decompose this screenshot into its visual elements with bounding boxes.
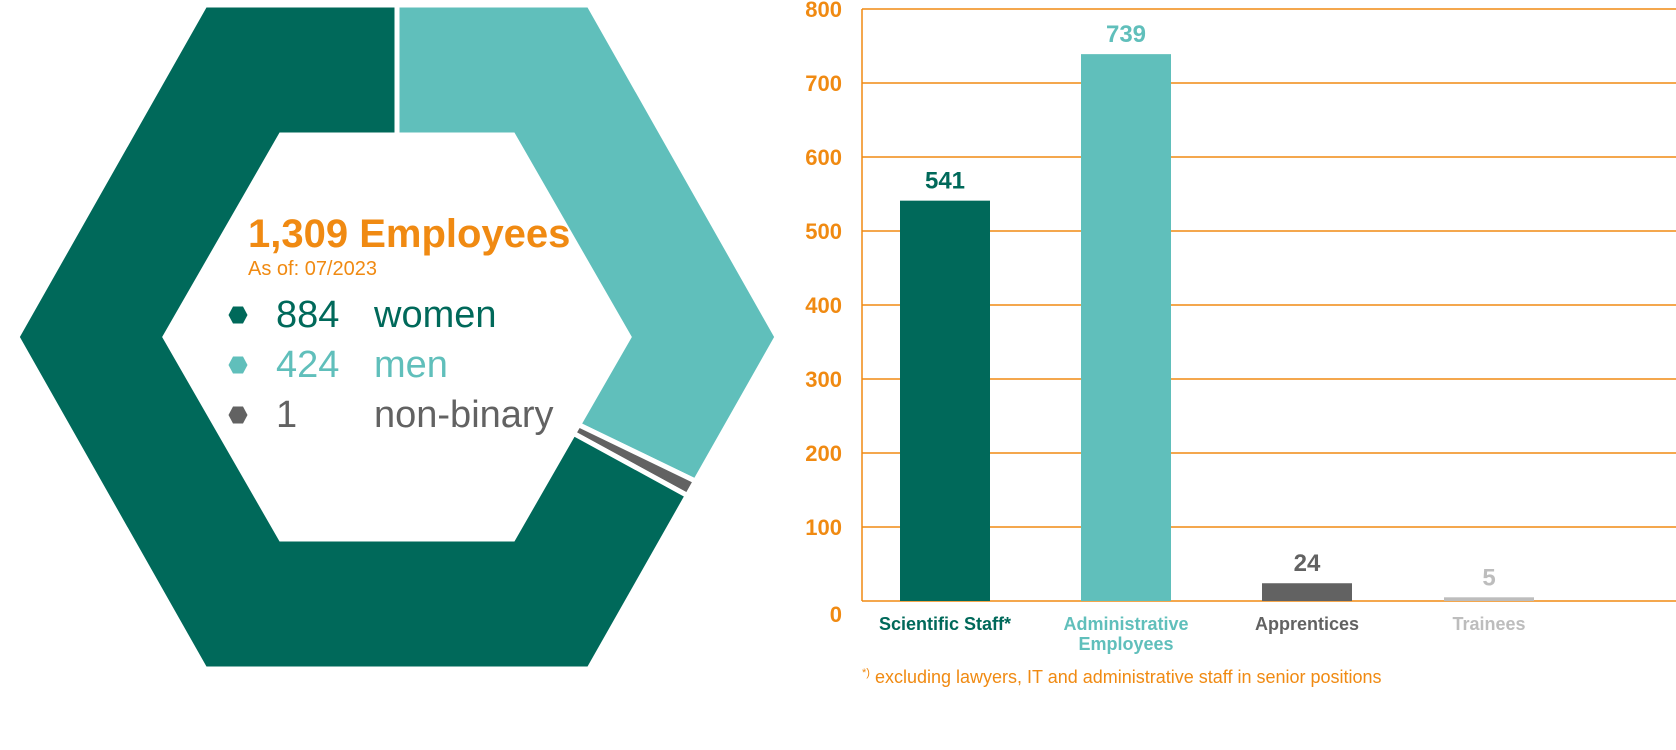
- y-tick-label: 600: [805, 145, 842, 170]
- y-tick-label: 800: [805, 0, 842, 22]
- footnote-marker: *): [862, 667, 870, 679]
- bar-value-label: 24: [1294, 550, 1321, 577]
- legend-label-men: men: [374, 344, 448, 386]
- y-tick-label: 700: [805, 71, 842, 96]
- bar-chart: 0 100 200 300 400 500 600 700 800 541 Scientific S…: [805, 0, 1676, 654]
- bar-apprentices: [1262, 583, 1352, 601]
- bar-scientific-staff: [900, 200, 990, 601]
- x-tick-label: Apprentices: [1255, 614, 1359, 634]
- bar-administrative-employees: [1081, 54, 1171, 601]
- y-tick-label: 300: [805, 367, 842, 392]
- hexagon-marker-icon: [228, 306, 248, 324]
- x-tick-label: Administrative Employees: [1063, 614, 1188, 654]
- y-tick-label: 0: [830, 602, 842, 627]
- donut-title: 1,309 Employees: [248, 212, 571, 256]
- y-tick-label: 200: [805, 441, 842, 466]
- x-tick-label: Trainees: [1452, 614, 1525, 634]
- legend-value-non-binary: 1: [276, 394, 298, 436]
- hexagon-marker-icon: [228, 356, 248, 374]
- y-tick-label: 100: [805, 515, 842, 540]
- donut-subtitle: As of: 07/2023: [248, 258, 377, 280]
- footnote-text: excluding lawyers, IT and administrative…: [874, 667, 1382, 687]
- legend-label-non-binary: non-binary: [374, 394, 554, 436]
- y-tick-label: 400: [805, 293, 842, 318]
- legend-label-women: women: [374, 294, 497, 336]
- donut-slice-women: [14, 2, 691, 672]
- bar-trainees: [1444, 597, 1534, 601]
- legend-value-women: 884: [276, 294, 340, 336]
- hexagon-marker-icon: [228, 406, 248, 424]
- bar-value-label: 5: [1482, 564, 1495, 591]
- hexagon-donut-chart: [14, 2, 780, 672]
- bar-value-label: 739: [1106, 21, 1146, 48]
- x-tick-label: Scientific Staff*: [879, 614, 1011, 634]
- y-tick-label: 500: [805, 219, 842, 244]
- footnote: *) excluding lawyers, IT and administrat…: [862, 667, 1382, 688]
- legend-value-men: 424: [276, 344, 340, 386]
- bar-value-label: 541: [925, 168, 965, 195]
